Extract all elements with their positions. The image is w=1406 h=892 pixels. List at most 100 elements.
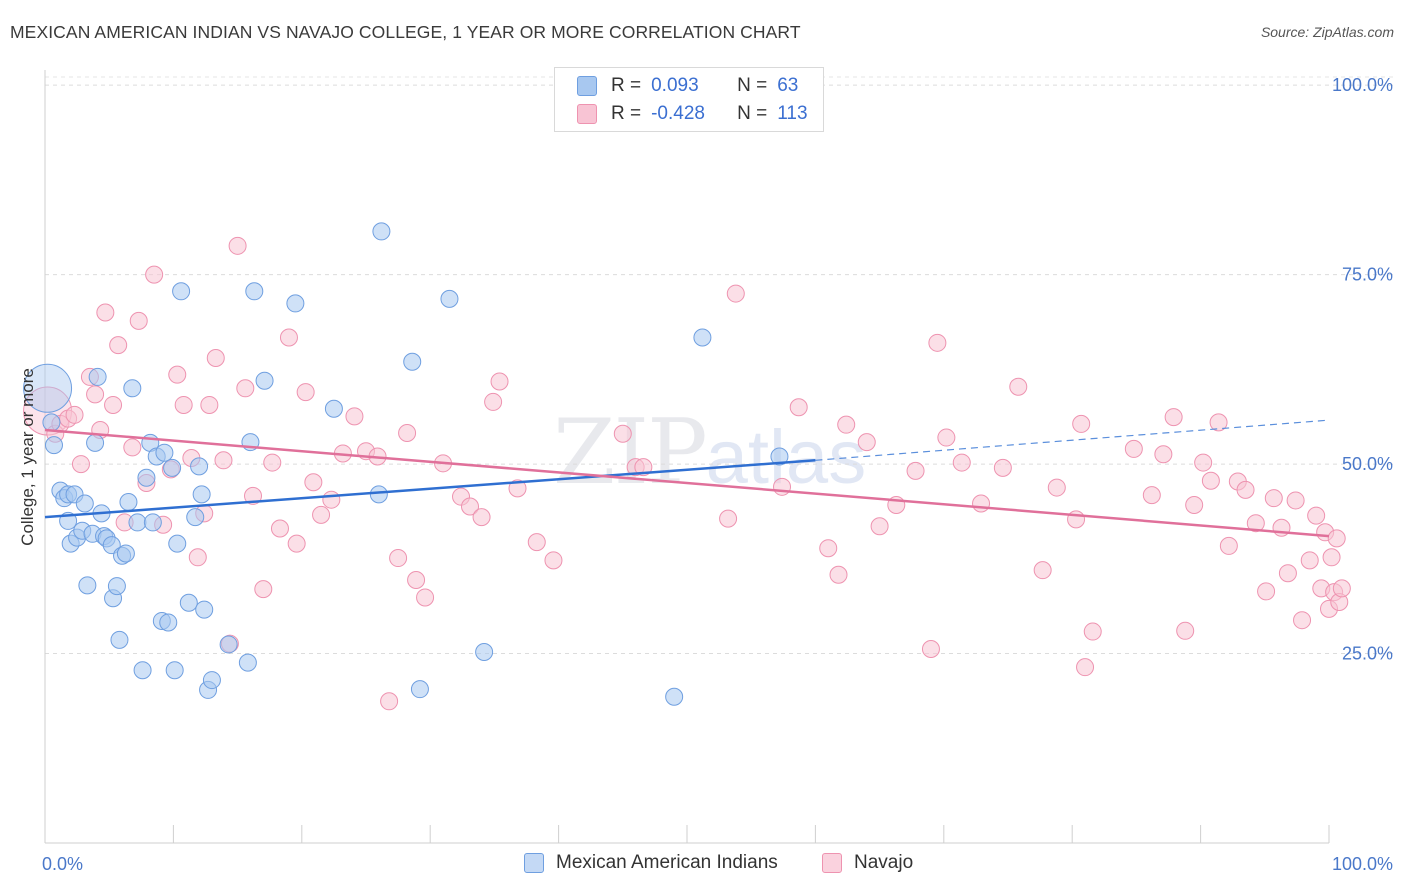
point-mexican-american-indians — [202, 671, 221, 690]
point-navajo — [993, 458, 1012, 477]
point-mexican-american-indians — [440, 289, 459, 308]
legend-r-label: R = — [611, 75, 642, 96]
point-navajo — [928, 333, 947, 352]
point-mexican-american-indians — [286, 294, 305, 313]
point-navajo — [244, 486, 263, 505]
point-navajo — [508, 479, 527, 498]
point-navajo — [819, 539, 838, 558]
point-navajo — [345, 407, 364, 426]
point-navajo — [214, 451, 233, 470]
legend-r-label: R = — [611, 103, 642, 124]
point-mexican-american-indians — [403, 352, 422, 371]
point-navajo — [389, 549, 408, 568]
legend-n-value: 63 — [777, 75, 799, 96]
point-navajo — [296, 383, 315, 402]
point-navajo — [1278, 564, 1297, 583]
trend-line-navajo — [44, 428, 1330, 538]
point-mexican-american-indians — [88, 367, 107, 386]
point-navajo — [1154, 445, 1173, 464]
point-mexican-american-indians — [128, 513, 147, 532]
legend-n-value: 113 — [777, 103, 808, 124]
point-mexican-american-indians — [86, 433, 105, 452]
point-navajo — [1327, 529, 1346, 548]
point-mexican-american-indians — [159, 613, 178, 632]
point-navajo — [490, 372, 509, 391]
point-navajo — [1236, 480, 1255, 499]
point-mexican-american-indians — [137, 468, 156, 487]
tick-labels: 25.0% 50.0% 75.0% 100.0% 0.0% 100.0% College, … — [18, 75, 1393, 874]
point-navajo — [1264, 489, 1283, 508]
legend-r-value: -0.428 — [651, 103, 705, 124]
trend-lines — [44, 419, 1330, 538]
legend-swatch-blue — [524, 853, 544, 873]
point-navajo — [1246, 514, 1265, 533]
point-navajo — [304, 473, 323, 492]
point-mexican-american-indians — [186, 508, 205, 527]
point-navajo — [174, 395, 193, 414]
point-navajo — [407, 571, 426, 590]
point-navajo — [104, 395, 123, 414]
point-navajo — [322, 490, 341, 509]
point-navajo — [634, 458, 653, 477]
legend-swatch-blue — [577, 76, 597, 96]
point-mexican-american-indians — [168, 534, 187, 553]
point-navajo — [870, 517, 889, 536]
point-mexican-american-indians — [693, 328, 712, 347]
point-navajo — [206, 348, 225, 367]
point-navajo — [719, 509, 738, 528]
y-tick-label: 25.0% — [1342, 644, 1393, 664]
point-navajo — [200, 395, 219, 414]
legend-item-navajo: Navajo — [822, 852, 913, 874]
source-label: Source: ZipAtlas.com — [1260, 24, 1394, 40]
point-mexican-american-indians — [23, 363, 73, 413]
point-mexican-american-indians — [372, 222, 391, 241]
point-navajo — [109, 336, 128, 355]
correlation-legend: R = 0.093 N = 63 R = -0.428 N = 113 — [554, 67, 824, 132]
point-navajo — [857, 433, 876, 452]
point-navajo — [972, 494, 991, 513]
point-navajo — [65, 405, 84, 424]
point-navajo — [1009, 377, 1028, 396]
point-mexican-american-indians — [410, 680, 429, 699]
point-mexican-american-indians — [195, 600, 214, 619]
point-navajo — [123, 438, 142, 457]
watermark-zip: ZIP — [553, 400, 708, 505]
point-navajo — [168, 365, 187, 384]
legend-label: Mexican American Indians — [556, 852, 778, 873]
point-mexican-american-indians — [119, 492, 138, 511]
point-navajo — [254, 580, 273, 599]
point-navajo — [544, 551, 563, 570]
point-mexican-american-indians — [143, 513, 162, 532]
point-navajo — [1033, 561, 1052, 580]
point-mexican-american-indians — [107, 577, 126, 596]
point-mexican-american-indians — [475, 643, 494, 662]
chart-title: MEXICAN AMERICAN INDIAN VS NAVAJO COLLEG… — [10, 22, 801, 42]
point-navajo — [837, 415, 856, 434]
point-navajo — [613, 424, 632, 443]
point-navajo — [461, 497, 480, 516]
point-navajo — [228, 236, 247, 255]
point-navajo — [1072, 414, 1091, 433]
point-navajo — [86, 385, 105, 404]
point-navajo — [1124, 439, 1143, 458]
point-mexican-american-indians — [255, 371, 274, 390]
point-navajo — [188, 548, 207, 567]
point-navajo — [96, 303, 115, 322]
point-navajo — [145, 265, 164, 284]
point-navajo — [1164, 408, 1183, 427]
point-navajo — [1076, 658, 1095, 677]
legend-swatch-pink — [822, 853, 842, 873]
point-mexican-american-indians — [123, 379, 142, 398]
point-mexican-american-indians — [165, 661, 184, 680]
point-navajo — [773, 477, 792, 496]
point-mexican-american-indians — [44, 436, 63, 455]
point-navajo — [270, 519, 289, 538]
point-navajo — [484, 392, 503, 411]
point-navajo — [1194, 453, 1213, 472]
point-mexican-american-indians — [172, 282, 191, 301]
point-navajo — [921, 639, 940, 658]
legend-item-mexican-american-indians: Mexican American Indians — [524, 852, 778, 874]
axes — [44, 70, 1330, 844]
point-mexican-american-indians — [245, 282, 264, 301]
point-mexican-american-indians — [155, 443, 174, 462]
